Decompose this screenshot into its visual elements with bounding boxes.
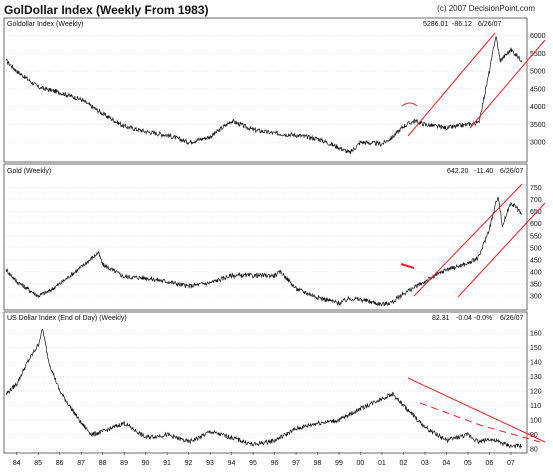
x-tick-label: 89: [120, 460, 128, 467]
usd-stat-date: 6/26/07: [500, 315, 523, 322]
gold-gridlines: [6, 187, 526, 297]
x-tick-label: 93: [206, 460, 214, 467]
panel-goldollar-frame: [3, 17, 528, 163]
x-tick-label: 97: [292, 460, 300, 467]
usd-y-tick-label: 140: [530, 360, 542, 367]
goldollar-y-tick-label: 5000: [530, 69, 546, 76]
usd-y-tick-label: 160: [530, 331, 542, 338]
gold-channel-upper: [413, 183, 523, 297]
x-tick-label: 84: [13, 460, 21, 467]
goldollar-arrow-mark: [401, 102, 418, 107]
gold-y-tick-label: 400: [530, 269, 542, 276]
red-annotations: [400, 32, 546, 443]
x-tick-label: 04: [442, 460, 450, 467]
x-tick-label: 01: [378, 460, 386, 467]
chart-title: GolDollar Index (Weekly From 1983): [4, 3, 209, 17]
gold-stat-change: -11.40: [474, 168, 493, 175]
copyright-label: (c) 2007 DecisionPoint.com: [437, 4, 535, 13]
panel-gold-frame: [3, 163, 528, 311]
x-tick-label: 85: [34, 460, 42, 467]
panel-gold-title: Gold (Weekly): [7, 168, 51, 175]
goldollar-line: [5, 36, 523, 155]
usd-y-tick-label: 90: [530, 432, 538, 439]
x-tick-label: 90: [142, 460, 150, 467]
goldollar-stat-change: -86.12: [452, 21, 472, 28]
gold-y-tick-label: 300: [530, 293, 542, 300]
x-tick-label: 91: [163, 460, 171, 467]
goldollar-y-ticks: 3000 3500 4000 4500 5000 5500 6000: [530, 33, 546, 147]
panel-usd-title: US Dollar Index (End of Day) (Weekly): [7, 315, 127, 322]
goldollar-y-tick-label: 3000: [530, 140, 546, 147]
x-tick-label: 07: [507, 460, 515, 467]
usd-stat-value: 82.31: [432, 315, 450, 322]
panel-goldollar-title: Goldollar Index (Weekly): [7, 21, 84, 28]
usd-trendline-upper: [407, 377, 546, 443]
usd-y-tick-label: 100: [530, 418, 542, 425]
x-tick-label: 94: [228, 460, 236, 467]
usd-y-ticks: 80 90 100 110 120 130 140 150 160: [530, 331, 542, 454]
x-tick-label: 05: [464, 460, 472, 467]
gold-y-tick-label: 700: [530, 197, 542, 204]
usd-y-tick-label: 150: [530, 345, 542, 352]
goldollar-y-tick-label: 4500: [530, 86, 546, 93]
gold-y-tick-label: 500: [530, 245, 542, 252]
x-tick-label: 02: [400, 460, 408, 467]
usd-y-tick-label: 120: [530, 389, 542, 396]
usd-line: [5, 328, 522, 450]
usd-y-tick-label: 110: [530, 403, 541, 410]
gold-arrow-mark: [400, 263, 415, 269]
x-tick-label: 03: [421, 460, 429, 467]
x-tick-label: 86: [56, 460, 64, 467]
gold-y-tick-label: 450: [530, 257, 542, 264]
goldollar-y-tick-label: 6000: [530, 33, 546, 40]
gold-y-tick-label: 600: [530, 221, 542, 228]
gold-stat-date: 6/26/07: [500, 168, 523, 175]
goldollar-y-tick-label: 4000: [530, 104, 546, 111]
goldollar-stat-date: 6/26/07: [478, 21, 501, 28]
x-tick-label: 87: [77, 460, 85, 467]
x-tick-label: 06: [485, 460, 493, 467]
usd-y-tick-label: 130: [530, 374, 542, 381]
x-tick-label: 00: [357, 460, 365, 467]
goldollar-y-tick-label: 5500: [530, 51, 546, 58]
usd-y-tick-label: 80: [530, 447, 538, 454]
goldollar-y-tick-label: 3500: [530, 122, 546, 129]
usd-stat-pct: -0.0%: [474, 315, 492, 322]
gold-line: [5, 196, 522, 307]
gold-y-tick-label: 550: [530, 233, 542, 240]
usd-stat-change: -0.04: [456, 315, 472, 322]
x-tick-label: 95: [249, 460, 257, 467]
goldollar-stat-value: 5286.01: [423, 21, 448, 28]
x-tick-label: 96: [271, 460, 279, 467]
usd-trendline-dashed: [419, 402, 541, 443]
panel-usd-frame: [3, 311, 528, 454]
gold-y-tick-label: 350: [530, 281, 542, 288]
goldollar-channel-upper: [407, 32, 496, 137]
x-tick-label: 99: [335, 460, 343, 467]
gold-channel-lower: [457, 202, 546, 298]
usd-gridlines: [6, 332, 526, 450]
x-tick-label: 92: [185, 460, 193, 467]
gold-y-tick-label: 750: [530, 185, 542, 192]
goldollar-channel-lower: [469, 39, 546, 129]
gold-stat-value: 642.20: [447, 168, 469, 175]
x-tick-label: 98: [314, 460, 322, 467]
x-axis-ticks: 84 85 86 87 88 89 90 91 92 93 94 95 96 97 98 99 00 01 02 03…: [13, 452, 515, 467]
x-tick-label: 88: [99, 460, 107, 467]
